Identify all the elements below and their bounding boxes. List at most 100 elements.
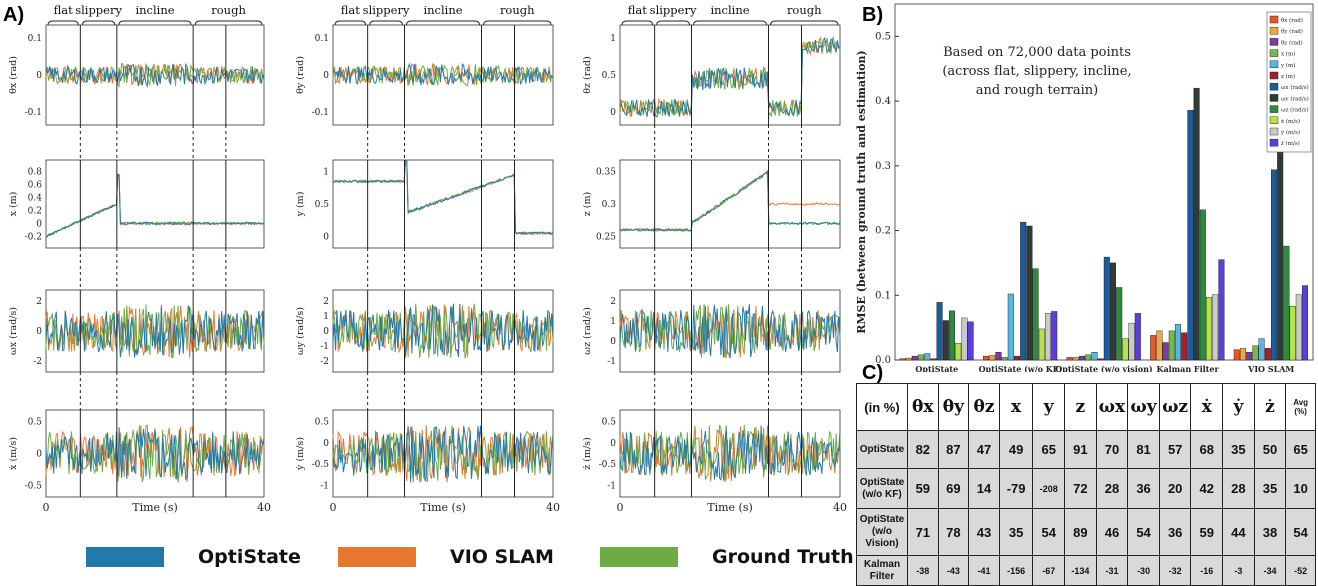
bar bbox=[1264, 348, 1271, 361]
y-tick-label: 0 bbox=[323, 232, 329, 242]
y-axis-label: RMSE (between ground truth and estimatio… bbox=[855, 50, 868, 334]
table-row-label: OptiState (w/o KF) bbox=[856, 468, 908, 509]
y-tick-label: 0.5 bbox=[875, 31, 891, 42]
y-tick-label: 0 bbox=[610, 108, 616, 118]
y-tick-label: 1 bbox=[610, 317, 616, 327]
table-cell: 36 bbox=[1158, 508, 1192, 556]
bar-legend-label: θy (rad) bbox=[1281, 28, 1303, 35]
table-cell: 82 bbox=[907, 430, 939, 469]
bar bbox=[1258, 338, 1265, 361]
bar-legend-label: θx (rad) bbox=[1281, 17, 1303, 24]
bar bbox=[1078, 355, 1085, 361]
segment-bracket bbox=[118, 20, 192, 26]
table-cell: 35 bbox=[1222, 430, 1255, 469]
series-line-optistate bbox=[332, 159, 554, 236]
table-cell: 35 bbox=[998, 508, 1034, 556]
table-column-header: ωy bbox=[1127, 383, 1160, 431]
table-cell: 10 bbox=[1285, 468, 1316, 509]
bar bbox=[1233, 349, 1240, 361]
y-axis-label: θx (rad) bbox=[8, 56, 19, 94]
segment-bracket bbox=[483, 20, 552, 26]
bar-legend-swatch bbox=[1269, 38, 1279, 46]
segment-bracket bbox=[656, 20, 690, 26]
bar bbox=[1168, 330, 1175, 361]
table-column-header: ωx bbox=[1095, 383, 1129, 431]
bar bbox=[1020, 221, 1027, 361]
y-tick-label: 0 bbox=[323, 327, 329, 337]
legend-label: Ground Truth bbox=[712, 546, 854, 568]
bar bbox=[1001, 357, 1008, 361]
y-axis-label: ż (m/s) bbox=[582, 437, 593, 470]
table-cell: 65 bbox=[1285, 430, 1316, 469]
legend-swatch bbox=[338, 547, 416, 567]
bar bbox=[1116, 287, 1123, 361]
annotation-text: and rough terrain) bbox=[976, 83, 1099, 98]
table-cell: 14 bbox=[968, 468, 1000, 509]
ts-panel: 1 0.5 0 y (m) bbox=[295, 159, 554, 249]
y-axis-label: ωy (rad/s) bbox=[295, 307, 306, 355]
segment-bracket bbox=[47, 20, 79, 26]
bar bbox=[948, 310, 955, 361]
table-cell: 20 bbox=[1158, 468, 1192, 509]
x-axis-label: Time (s) bbox=[132, 501, 178, 514]
table-column-header: θy bbox=[937, 383, 970, 431]
bar bbox=[1032, 268, 1039, 361]
table-cell: 28 bbox=[1222, 468, 1255, 509]
bar bbox=[1199, 209, 1206, 361]
bar bbox=[1283, 245, 1290, 361]
y-tick-label: -0.1 bbox=[25, 108, 42, 118]
annotation-text: Based on 72,000 data points bbox=[943, 45, 1131, 60]
y-axis-label: ẏ (m/s) bbox=[295, 437, 306, 471]
bar bbox=[1218, 259, 1225, 361]
y-tick-label: 0.8 bbox=[28, 168, 43, 178]
bar-legend-label: ẏ (m/s) bbox=[1280, 129, 1300, 136]
y-tick-label: 0 bbox=[610, 439, 616, 449]
table-cell: 81 bbox=[1127, 430, 1160, 469]
bar bbox=[1103, 256, 1110, 361]
y-tick-label: 1 bbox=[323, 312, 329, 322]
table-cell: 47 bbox=[968, 430, 1000, 469]
y-tick-label: 1 bbox=[610, 34, 616, 44]
segment-label: incline bbox=[423, 3, 462, 17]
table-cell: 44 bbox=[1222, 508, 1255, 556]
table-cell: 68 bbox=[1190, 430, 1224, 469]
table-cell: 38 bbox=[1253, 508, 1287, 556]
series-line-optistate bbox=[619, 36, 841, 118]
bar-legend-label: ωy (rad/s) bbox=[1281, 95, 1309, 102]
ts-panel: 0.5 0 -0.5 -1 ẏ (m/s) 0 40 Time (s) bbox=[295, 409, 560, 514]
y-tick-label: 0.5 bbox=[315, 418, 330, 428]
bar bbox=[1110, 262, 1117, 361]
table-cell: -79 bbox=[998, 468, 1034, 509]
segment-bracket bbox=[369, 20, 403, 26]
bar bbox=[924, 353, 931, 361]
ts-panel: 1 0.5 0 θz (rad) bbox=[582, 24, 841, 126]
bar-legend-swatch bbox=[1269, 49, 1279, 57]
table-cell: 89 bbox=[1064, 508, 1097, 556]
bar bbox=[1289, 306, 1296, 361]
ts-panel: 0.1 0 -0.1 θy (rad) bbox=[295, 24, 554, 126]
ts-panel: 2 1 0 -1 ωz (rad/s) bbox=[582, 289, 841, 373]
bar bbox=[1271, 169, 1278, 361]
bar bbox=[1134, 313, 1141, 361]
bar-legend-swatch bbox=[1269, 105, 1279, 113]
segment-bracket bbox=[334, 20, 367, 26]
bar bbox=[1122, 338, 1129, 361]
y-tick-label: 0 bbox=[36, 450, 42, 460]
bar bbox=[967, 321, 974, 361]
y-tick-label: 0 bbox=[323, 71, 329, 81]
bar bbox=[1128, 322, 1135, 361]
x-tick-label: 40 bbox=[546, 501, 560, 514]
ts-panel: 0.35 0.3 0.25 z (m) bbox=[582, 159, 841, 249]
table-column-header: θx bbox=[907, 383, 939, 431]
segment-label: slippery bbox=[363, 3, 410, 17]
panel-label-a: A) bbox=[3, 4, 25, 26]
bar-legend-label: θz (rad) bbox=[1281, 39, 1303, 46]
y-tick-label: -1 bbox=[320, 342, 329, 352]
bar bbox=[1072, 357, 1079, 361]
y-axis-label: y (m) bbox=[295, 192, 306, 218]
table-cell: 46 bbox=[1095, 508, 1129, 556]
category-label: OptiState bbox=[915, 364, 958, 372]
x-axis-label: Time (s) bbox=[707, 501, 753, 514]
series-line-optistate bbox=[332, 303, 554, 357]
table-row: OptiState (w/o KF) 59 69 14 -79 -208 72 28 36 20 4… bbox=[856, 468, 1316, 509]
